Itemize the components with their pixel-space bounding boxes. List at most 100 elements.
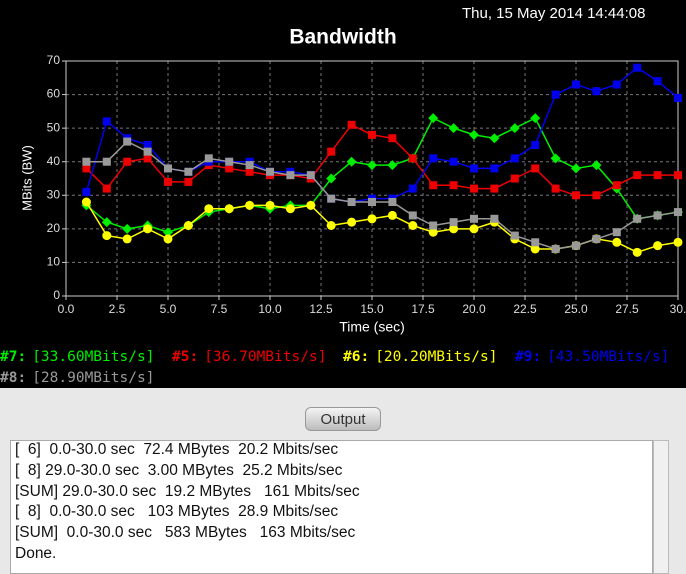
point — [531, 140, 540, 149]
point — [510, 154, 519, 163]
point — [449, 224, 459, 234]
legend-entry: #7: [33.60MBits/s] — [0, 349, 154, 365]
point — [469, 224, 479, 234]
point — [530, 113, 541, 124]
point — [82, 187, 91, 196]
point — [102, 184, 111, 193]
point — [326, 173, 337, 184]
point — [490, 164, 499, 173]
output-line: [SUM] 29.0-30.0 sec 19.2 MBytes 161 Mbit… — [15, 482, 360, 500]
x-tick-label: 22.5 — [513, 302, 537, 316]
point — [327, 147, 336, 156]
x-tick-label: 27.5 — [615, 302, 639, 316]
point — [346, 156, 357, 167]
x-tick-label: 25.0 — [564, 302, 588, 316]
point — [387, 160, 398, 171]
point — [82, 157, 91, 166]
x-tick-label: 2.5 — [109, 302, 126, 316]
point — [428, 113, 439, 124]
legend-name: #7: — [0, 349, 26, 365]
point — [448, 123, 459, 134]
point — [429, 181, 438, 190]
output-line: [ 6] 0.0-30.0 sec 72.4 MBytes 20.2 Mbits… — [15, 441, 339, 458]
point — [551, 245, 560, 253]
point — [82, 164, 91, 173]
output-lines: [ 6] 0.0-30.0 sec 72.4 MBytes 20.2 Mbits… — [15, 441, 360, 565]
point — [470, 164, 478, 173]
point — [469, 129, 479, 140]
point — [653, 241, 663, 251]
point — [633, 63, 642, 72]
point — [123, 137, 132, 146]
point — [449, 157, 458, 166]
point — [572, 191, 580, 200]
legend-entry: #8: [28.90MBits/s] — [0, 370, 154, 386]
x-tick-label: 15.0 — [360, 302, 384, 316]
legend-rate: [33.60MBits/s] — [32, 349, 154, 365]
point — [633, 214, 642, 223]
point — [123, 157, 132, 166]
point — [368, 130, 376, 139]
legend-name: #5: — [172, 349, 198, 365]
point — [612, 237, 622, 247]
y-axis-label: MBits (BW) — [19, 145, 34, 211]
point — [633, 171, 642, 180]
output-text-area: [ 6] 0.0-30.0 sec 72.4 MBytes 20.2 Mbits… — [10, 440, 653, 574]
point — [245, 167, 254, 176]
point — [204, 204, 214, 214]
point — [612, 228, 621, 237]
y-tick-label: 60 — [47, 87, 61, 101]
point — [489, 133, 500, 144]
point — [245, 200, 255, 210]
point — [510, 174, 519, 183]
point — [612, 181, 621, 190]
point — [531, 164, 540, 173]
point — [347, 120, 356, 129]
y-tick-label: 40 — [47, 154, 61, 168]
point — [530, 244, 540, 254]
point — [572, 80, 580, 89]
point — [429, 221, 438, 230]
point — [306, 200, 316, 210]
point — [592, 87, 601, 96]
point — [184, 177, 193, 186]
point — [163, 227, 173, 238]
x-tick-label: 12.5 — [309, 302, 333, 316]
output-line: [ 8] 29.0-30.0 sec 3.00 MBytes 25.2 Mbit… — [15, 461, 343, 479]
y-tick-label: 70 — [47, 53, 61, 67]
x-tick-label: 30. — [670, 302, 686, 316]
point — [245, 161, 254, 170]
output-line: [ 8] 0.0-30.0 sec 103 MBytes 28.9 Mbits/… — [15, 503, 339, 521]
point — [266, 167, 274, 176]
point — [571, 163, 581, 174]
point — [347, 217, 357, 227]
output-tab[interactable]: Output — [305, 407, 381, 431]
point — [429, 154, 438, 163]
scrollbar[interactable] — [653, 440, 669, 574]
y-tick-label: 20 — [47, 221, 61, 235]
point — [265, 200, 275, 210]
point — [164, 177, 172, 186]
y-tick-label: 0 — [53, 288, 60, 302]
point — [204, 154, 213, 163]
point — [428, 227, 438, 237]
point — [591, 160, 602, 171]
point — [653, 211, 662, 220]
point — [367, 160, 377, 171]
x-tick-label: 5.0 — [160, 302, 177, 316]
legend-rate: [43.50MBits/s] — [547, 349, 669, 365]
point — [368, 198, 376, 206]
point — [550, 153, 561, 164]
point — [490, 214, 499, 223]
chart-title: Bandwidth — [289, 26, 396, 49]
point — [225, 164, 234, 173]
point — [327, 194, 336, 203]
point — [387, 210, 397, 220]
point — [510, 231, 519, 240]
point — [551, 90, 560, 99]
point — [470, 184, 478, 193]
point — [306, 171, 315, 180]
point — [101, 217, 112, 228]
point — [143, 224, 153, 234]
